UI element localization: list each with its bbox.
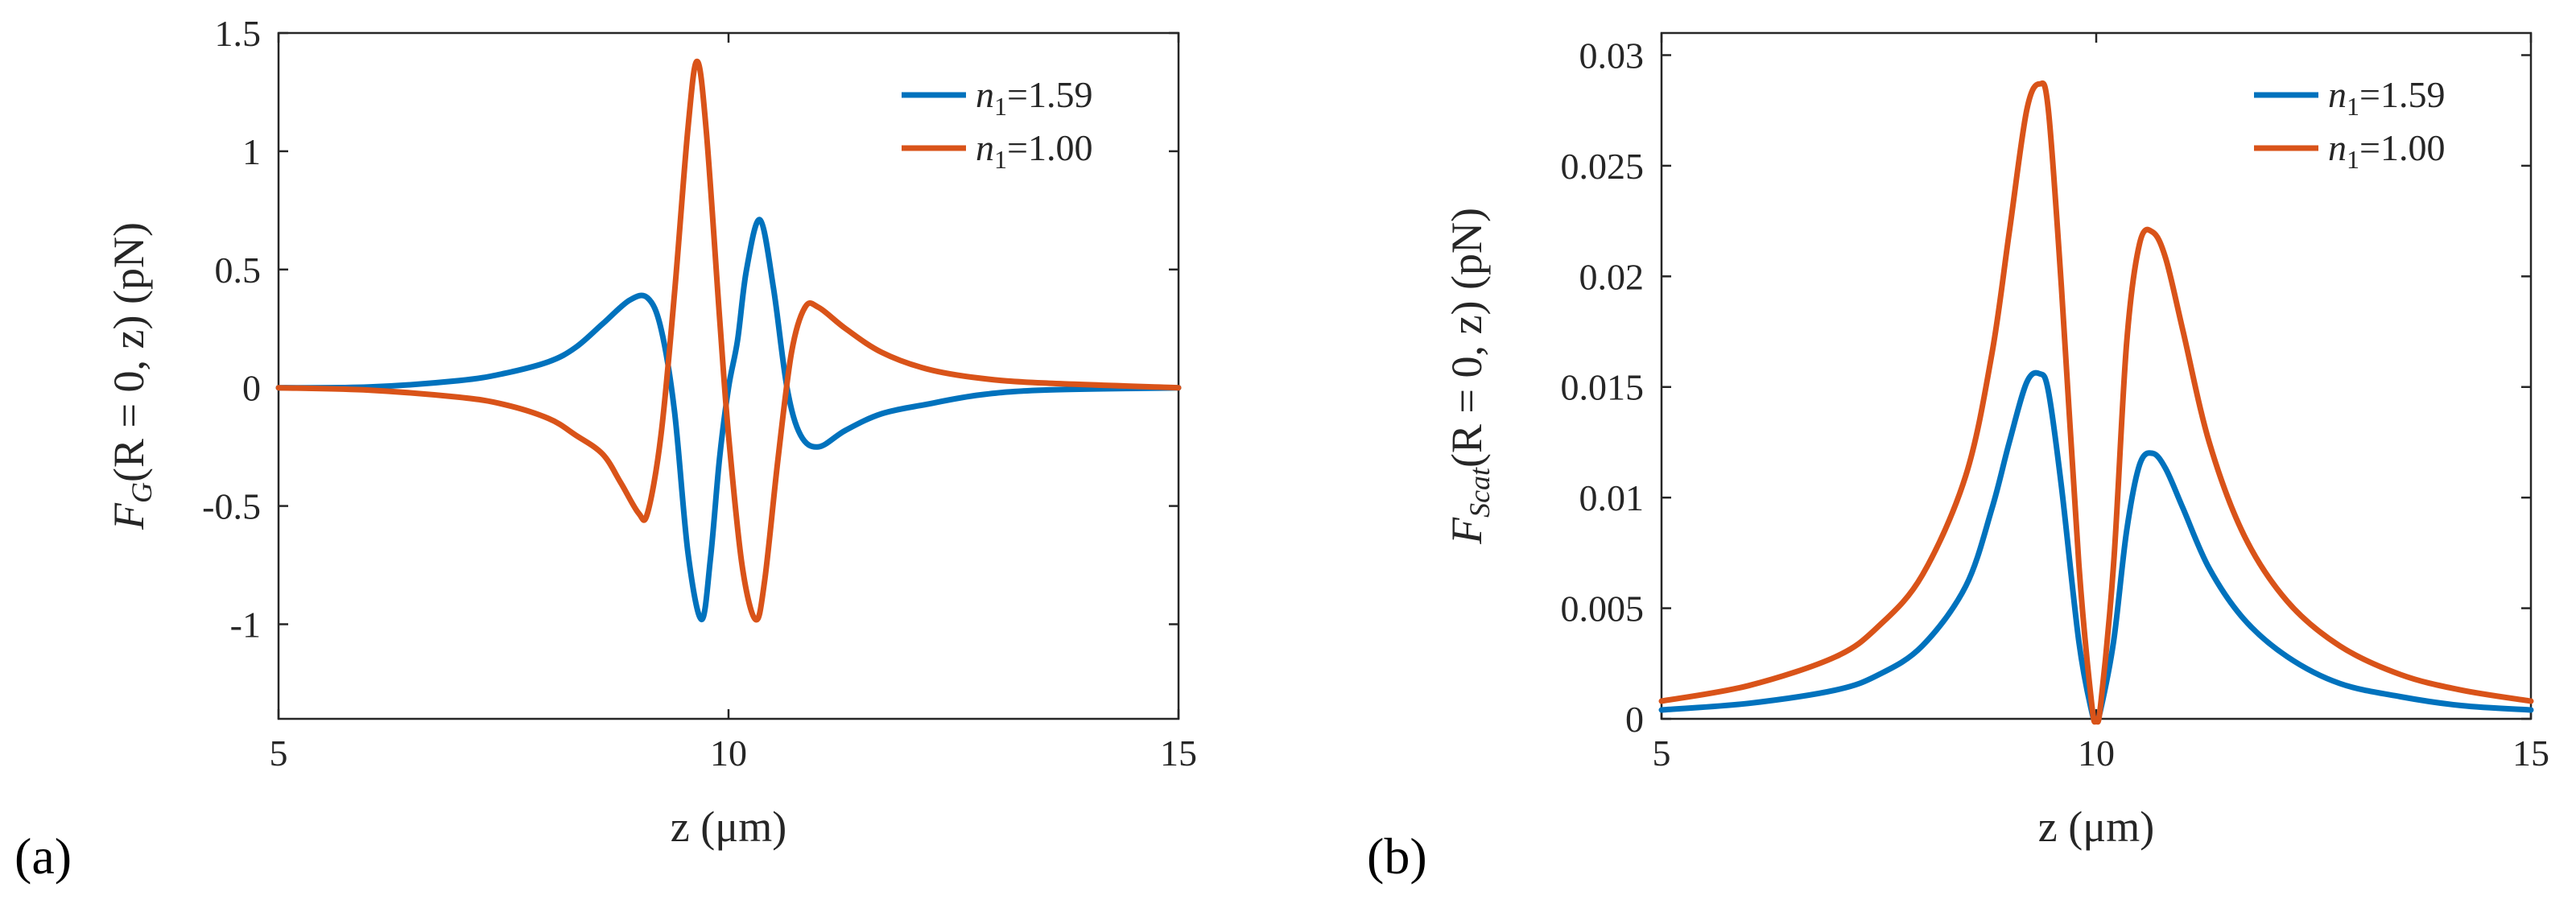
y-axis-label-b: FScat(R = 0, z) (pN) (1443, 208, 1496, 545)
legend-label-b-0: n1=1.59 (2328, 74, 2445, 121)
y-tick-label-b-4: 0.02 (1579, 256, 1645, 297)
x-axis-label-a-text: z (μm) (671, 803, 786, 851)
y-tick-label-a-5: 1.5 (215, 13, 262, 54)
legend-a: n1=1.59 n1=1.00 (902, 74, 1092, 174)
y-tick-label-a-4: 1 (242, 131, 261, 172)
y-tick-label-b-2: 0.01 (1579, 477, 1645, 518)
y-tick-label-b-5: 0.025 (1561, 146, 1645, 187)
legend-label-b-1: n1=1.00 (2328, 127, 2445, 174)
x-axis-label-a: z (μm) (671, 803, 786, 851)
series-line-a-1 (275, 58, 1182, 623)
x-tick-label-a-2: 15 (1160, 733, 1197, 774)
y-tick-label-a-0: -1 (230, 604, 261, 645)
y-tick-label-b-0: 0 (1625, 699, 1644, 740)
legend-label-a-1: n1=1.00 (976, 127, 1092, 174)
panel-label-b: (b) (1367, 828, 1427, 885)
y-axis-label-a: FG(R = 0, z) (pN) (105, 222, 158, 530)
panel-a: 5 10 15 -1 -0.5 0 0.5 1 1.5 z (μm) FG(R = 0, z) … (14, 13, 1197, 885)
x-axis-label-b-text: z (μm) (2038, 803, 2154, 851)
y-axis-label-b-main: F (1443, 517, 1491, 545)
y-axis-label-a-rest: (R = 0, z) (pN) (105, 222, 153, 482)
tick-marks-b (1660, 33, 2533, 720)
y-axis-label-b-sub: Scat (1463, 467, 1496, 518)
x-axis-label-b: z (μm) (2038, 803, 2154, 851)
tick-labels-a: 5 10 15 -1 -0.5 0 0.5 1 1.5 (202, 13, 1197, 774)
x-tick-label-b-1: 10 (2078, 733, 2115, 774)
y-tick-label-b-3: 0.015 (1561, 367, 1645, 408)
series-group-a (275, 58, 1182, 623)
y-axis-label-a-main: F (105, 502, 153, 530)
y-tick-label-a-2: 0 (242, 368, 261, 409)
x-tick-label-a-0: 5 (270, 733, 288, 774)
panel-label-a: (a) (14, 828, 72, 885)
panel-b: 5 10 15 0 0.005 0.01 0.015 0.02 0.025 0.03 z (μm)… (1367, 31, 2550, 885)
legend-b: n1=1.59 n1=1.00 (2254, 74, 2445, 174)
tick-labels-b: 5 10 15 0 0.005 0.01 0.015 0.02 0.025 0.03 (1561, 35, 2550, 774)
series-line-b-0 (1658, 369, 2534, 724)
x-tick-label-b-2: 15 (2512, 733, 2549, 774)
x-tick-label-a-1: 10 (710, 733, 747, 774)
y-tick-label-a-1: -0.5 (202, 486, 261, 527)
series-line-b-1 (1658, 80, 2534, 725)
legend-label-a-0: n1=1.59 (976, 74, 1092, 121)
y-tick-label-b-6: 0.03 (1579, 35, 1645, 76)
y-tick-label-a-3: 0.5 (215, 250, 262, 291)
y-axis-label-a-sub: G (126, 482, 158, 503)
series-group-b (1658, 80, 2534, 725)
y-axis-label-b-rest: (R = 0, z) (pN) (1443, 208, 1491, 468)
series-line-a-0 (275, 217, 1182, 623)
x-tick-label-b-0: 5 (1653, 733, 1671, 774)
y-tick-label-b-1: 0.005 (1561, 588, 1645, 629)
